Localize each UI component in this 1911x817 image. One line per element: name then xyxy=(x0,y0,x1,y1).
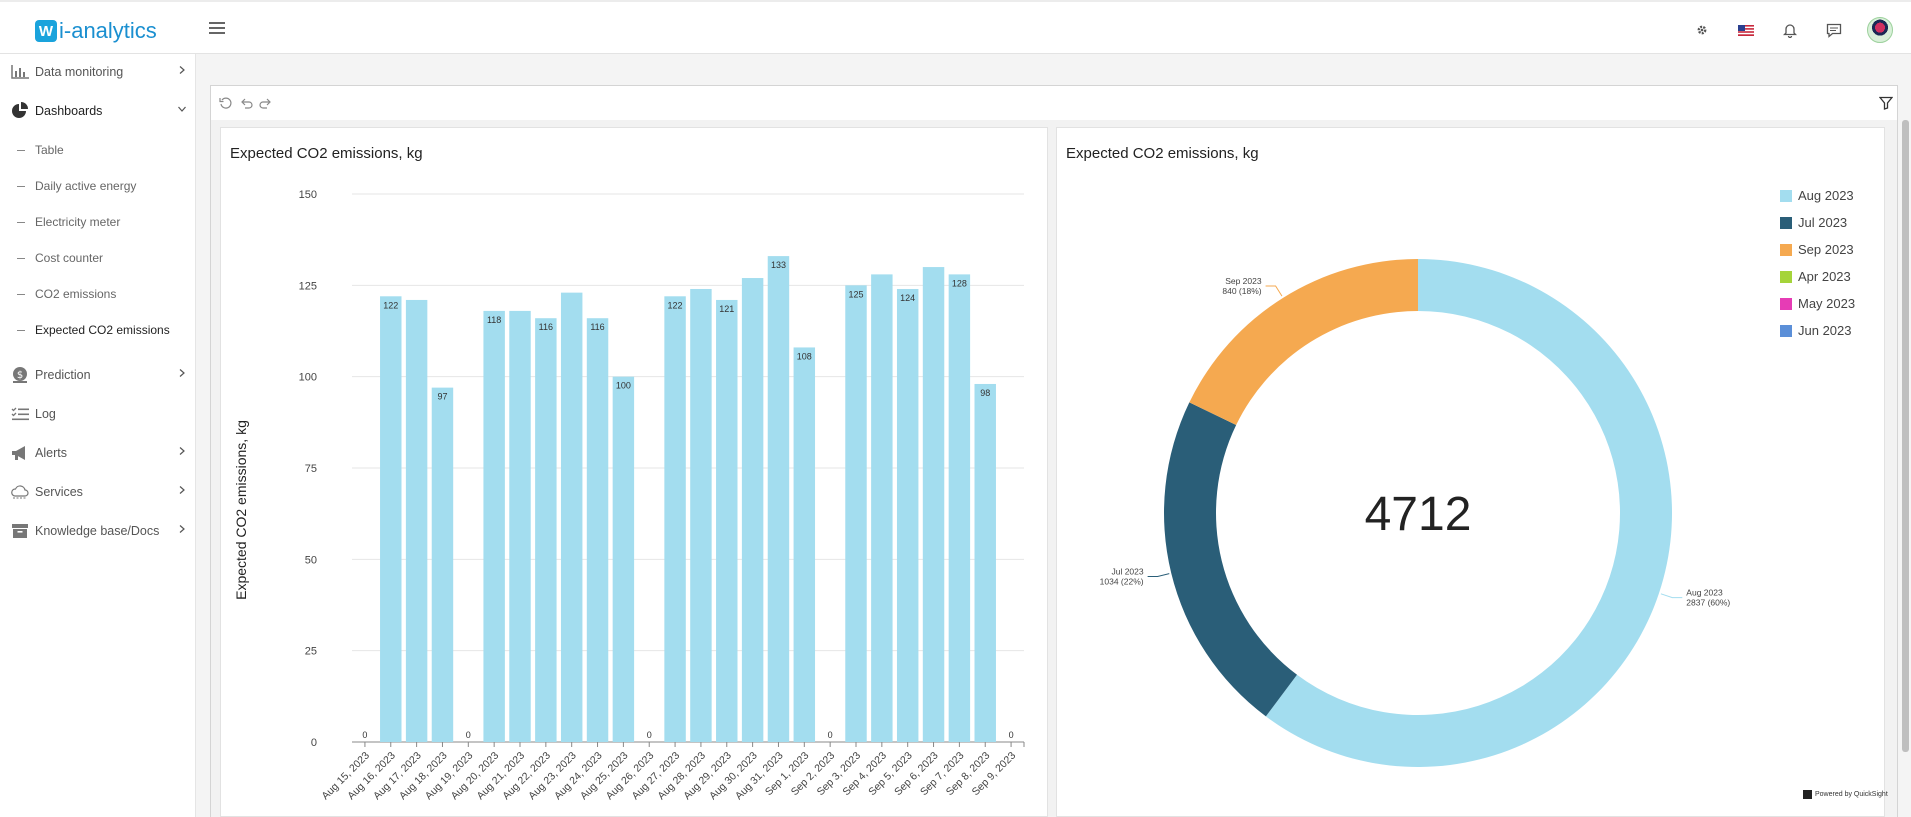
chevron-right-icon xyxy=(179,486,185,494)
sidebar-subitem-label: Daily active energy xyxy=(35,179,137,193)
sidebar-item-prediction[interactable]: $ Prediction xyxy=(0,360,196,390)
sidebar-subitem-label: Expected CO2 emissions xyxy=(35,323,170,337)
pie-chart-icon xyxy=(10,101,30,121)
sidebar-subitem-electricity-meter[interactable]: Electricity meter xyxy=(0,209,196,235)
sidebar-item-label: Knowledge base/Docs xyxy=(35,524,160,538)
legend-label: Sep 2023 xyxy=(1798,242,1854,257)
sidebar-item-alerts[interactable]: Alerts xyxy=(0,438,196,468)
cloud-icon xyxy=(10,482,30,502)
sidebar-subitem-label: Table xyxy=(35,143,64,157)
legend-item[interactable]: May 2023 xyxy=(1780,290,1855,317)
legend-item[interactable]: Apr 2023 xyxy=(1780,263,1855,290)
gear-icon[interactable] xyxy=(1691,19,1713,41)
donut-chart-panel: Expected CO2 emissions, kg xyxy=(1056,127,1885,817)
app-logo[interactable]: W i-analytics xyxy=(35,18,157,44)
legend-item[interactable]: Sep 2023 xyxy=(1780,236,1855,263)
legend-swatch xyxy=(1780,297,1792,310)
donut-legend: Aug 2023 Jul 2023 Sep 2023 Apr 2023 May … xyxy=(1780,182,1855,344)
legend-swatch xyxy=(1780,189,1792,202)
sidebar-item-data-monitoring[interactable]: Data monitoring xyxy=(0,57,196,87)
sidebar-item-label: Data monitoring xyxy=(35,65,124,79)
sidebar-item-services[interactable]: Services xyxy=(0,477,196,507)
flag-icon[interactable] xyxy=(1735,19,1757,41)
sidebar-item-label: Prediction xyxy=(35,368,91,382)
chat-icon[interactable] xyxy=(1823,19,1845,41)
sidebar: Data monitoring Dashboards Table Daily a… xyxy=(0,54,196,817)
archive-icon xyxy=(10,521,30,541)
bar-chart-title: Expected CO2 emissions, kg xyxy=(230,145,423,162)
legend-label: Aug 2023 xyxy=(1798,188,1854,203)
sidebar-item-label: Dashboards xyxy=(35,104,103,118)
legend-swatch xyxy=(1780,216,1792,229)
avatar[interactable] xyxy=(1867,17,1893,43)
sidebar-subitem-daily-active-energy[interactable]: Daily active energy xyxy=(0,173,196,199)
top-bar: W i-analytics xyxy=(0,0,1911,54)
sidebar-item-label: Alerts xyxy=(35,446,67,460)
sidebar-item-dashboards[interactable]: Dashboards xyxy=(0,96,196,126)
bar-chart-panel: Expected CO2 emissions, kg xyxy=(220,127,1048,817)
bar-chart-icon xyxy=(10,62,30,82)
filter-icon[interactable] xyxy=(1879,96,1893,110)
sidebar-item-label: Services xyxy=(35,485,83,499)
sidebar-subitem-table[interactable]: Table xyxy=(0,137,196,163)
reset-icon[interactable] xyxy=(219,96,233,110)
sidebar-subitem-label: CO2 emissions xyxy=(35,287,117,301)
bell-icon[interactable] xyxy=(1779,19,1801,41)
legend-label: Jul 2023 xyxy=(1798,215,1848,230)
legend-swatch xyxy=(1780,324,1792,337)
menu-toggle-icon[interactable] xyxy=(209,22,225,36)
sidebar-item-log[interactable]: Log xyxy=(0,399,196,429)
legend-label: May 2023 xyxy=(1798,296,1856,311)
donut-chart-title: Expected CO2 emissions, kg xyxy=(1066,145,1259,162)
chevron-down-icon xyxy=(178,106,186,112)
dollar-icon: $ xyxy=(10,365,30,385)
sidebar-subitem-expected-co2-emissions[interactable]: Expected CO2 emissions xyxy=(0,317,196,343)
powered-by-label: Powered by QuickSight xyxy=(1803,790,1888,799)
chevron-right-icon xyxy=(179,525,185,533)
legend-item[interactable]: Jul 2023 xyxy=(1780,209,1855,236)
legend-label: Jun 2023 xyxy=(1798,323,1852,338)
scrollbar[interactable] xyxy=(1902,120,1909,752)
sidebar-subitem-label: Cost counter xyxy=(35,251,104,265)
legend-item[interactable]: Aug 2023 xyxy=(1780,182,1855,209)
sidebar-item-knowledge-base[interactable]: Knowledge base/Docs xyxy=(0,516,196,546)
chevron-right-icon xyxy=(179,369,185,377)
legend-item[interactable]: Jun 2023 xyxy=(1780,317,1855,344)
chevron-right-icon xyxy=(179,66,185,74)
sidebar-item-label: Log xyxy=(35,407,56,421)
list-icon xyxy=(10,404,30,424)
undo-icon[interactable] xyxy=(239,96,253,110)
legend-swatch xyxy=(1780,243,1792,256)
legend-label: Apr 2023 xyxy=(1798,269,1851,284)
redo-icon[interactable] xyxy=(259,96,273,110)
dashboard-toolbar xyxy=(211,86,1897,120)
legend-swatch xyxy=(1780,270,1792,283)
svg-text:$: $ xyxy=(17,370,23,381)
sidebar-subitem-cost-counter[interactable]: Cost counter xyxy=(0,245,196,271)
logo-badge: W xyxy=(35,20,57,42)
chevron-right-icon xyxy=(179,447,185,455)
sidebar-subitem-co2-emissions[interactable]: CO2 emissions xyxy=(0,281,196,307)
logo-text: i-analytics xyxy=(59,18,157,43)
megaphone-icon xyxy=(10,443,30,463)
sidebar-subitem-label: Electricity meter xyxy=(35,215,121,229)
